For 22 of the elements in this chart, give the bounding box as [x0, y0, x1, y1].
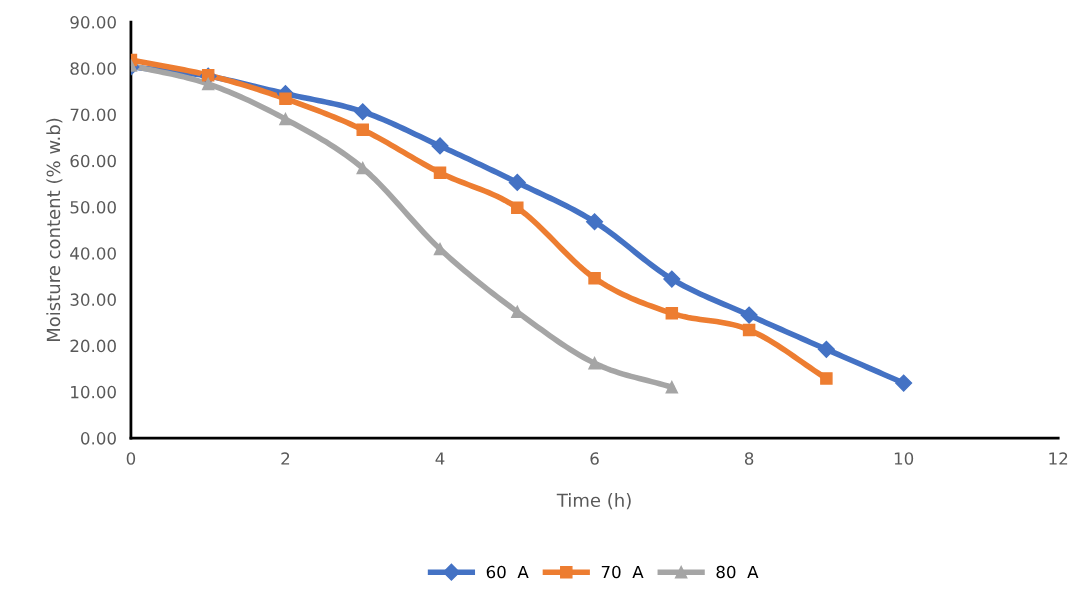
x-tick-label: 6: [590, 452, 599, 465]
y-tick-label: 20.00: [70, 339, 116, 353]
x-tick-label: 0: [126, 452, 136, 465]
y-tick-label: 40.00: [70, 247, 116, 260]
x-tick-label: 4: [435, 452, 445, 465]
y-axis-title: Moisture content (% w.b): [46, 118, 63, 342]
y-tick-label: 0.00: [81, 432, 116, 445]
y-tick-label: 60.00: [70, 154, 116, 168]
legend-label: 70 A: [601, 565, 644, 579]
y-tick-label: 50.00: [70, 200, 116, 214]
legend-label: 60 A: [486, 565, 529, 579]
x-tick-label: 10: [894, 452, 914, 465]
y-tick-label: 10.00: [71, 385, 116, 399]
x-tick-label: 8: [744, 452, 754, 465]
x-axis-title: Time (h): [556, 493, 631, 510]
x-tick-label: 2: [281, 452, 290, 465]
y-tick-label: 30.00: [70, 293, 116, 306]
y-tick-label: 80.00: [70, 62, 116, 75]
y-tick-label: 90.00: [70, 16, 116, 29]
y-tick-label: 70.00: [70, 108, 116, 122]
legend-label: 80 A: [716, 565, 759, 579]
x-tick-label: 12: [1049, 452, 1068, 465]
